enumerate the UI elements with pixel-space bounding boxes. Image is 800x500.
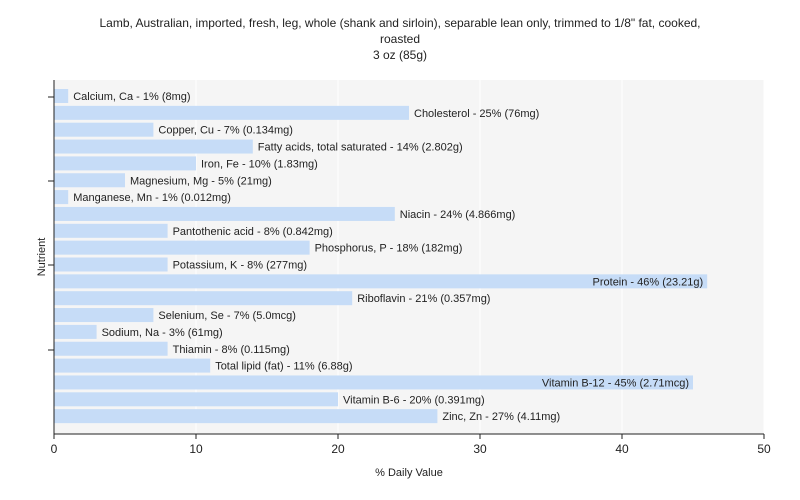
bar bbox=[54, 358, 211, 373]
bar-labels: Calcium, Ca - 1% (8mg) Cholesterol - 25% … bbox=[73, 91, 703, 423]
bar bbox=[54, 156, 196, 171]
bar-label: Phosphorus, P - 18% (182mg) bbox=[315, 243, 463, 255]
bar bbox=[54, 223, 168, 238]
bar bbox=[54, 375, 693, 390]
bar bbox=[54, 240, 310, 255]
chart-title: Lamb, Australian, imported, fresh, leg, … bbox=[0, 15, 800, 63]
bar-label: Cholesterol - 25% (76mg) bbox=[414, 108, 539, 120]
bar bbox=[54, 409, 438, 424]
x-tick-label: 50 bbox=[757, 442, 771, 456]
x-tick-label: 40 bbox=[615, 442, 629, 456]
bar bbox=[54, 324, 97, 339]
bar-label: Sodium, Na - 3% (61mg) bbox=[102, 327, 223, 339]
bar-label: Fatty acids, total saturated - 14% (2.80… bbox=[258, 142, 463, 154]
bar-label: Calcium, Ca - 1% (8mg) bbox=[73, 91, 190, 103]
bar bbox=[54, 89, 69, 103]
chart-title-line: Lamb, Australian, imported, fresh, leg, … bbox=[99, 16, 701, 30]
bar-label: Thiamin - 8% (0.115mg) bbox=[173, 344, 290, 356]
bar bbox=[54, 291, 353, 306]
x-tick-label: 20 bbox=[331, 442, 345, 456]
bars bbox=[54, 89, 708, 424]
bar bbox=[54, 341, 168, 356]
bar-label: Riboflavin - 21% (0.357mg) bbox=[357, 293, 490, 305]
y-axis-title: Nutrient bbox=[36, 238, 48, 277]
bar-label: Pantothenic acid - 8% (0.842mg) bbox=[173, 226, 333, 238]
bar bbox=[54, 257, 168, 272]
x-tick-label: 10 bbox=[189, 442, 203, 456]
y-axis-ticks bbox=[48, 96, 54, 351]
plot-background bbox=[54, 80, 764, 434]
bar-label: Iron, Fe - 10% (1.83mg) bbox=[201, 158, 318, 170]
bar bbox=[54, 173, 125, 188]
bar-label: Protein - 46% (23.21g) bbox=[593, 276, 704, 288]
bar-label: Copper, Cu - 7% (0.134mg) bbox=[158, 125, 293, 137]
bar bbox=[54, 206, 395, 221]
bar-label: Vitamin B-12 - 45% (2.71mcg) bbox=[542, 377, 689, 389]
x-tick-label: 30 bbox=[473, 442, 487, 456]
bar bbox=[54, 190, 69, 205]
bar bbox=[54, 105, 409, 120]
x-tick-label: 0 bbox=[51, 442, 58, 456]
bar-label: Vitamin B-6 - 20% (0.391mg) bbox=[343, 394, 485, 406]
bar bbox=[54, 139, 253, 154]
bar-label: Total lipid (fat) - 11% (6.88g) bbox=[215, 361, 352, 373]
bar bbox=[54, 274, 708, 289]
chart-subtitle: 3 oz (85g) bbox=[372, 48, 428, 62]
bar bbox=[54, 122, 154, 137]
bar-label: Zinc, Zn - 27% (4.11mg) bbox=[442, 411, 560, 423]
bar-label: Magnesium, Mg - 5% (21mg) bbox=[130, 175, 272, 187]
bar bbox=[54, 308, 154, 323]
grid-lines bbox=[195, 80, 765, 434]
chart-title-line: roasted bbox=[379, 32, 421, 46]
bar-label: Manganese, Mn - 1% (0.012mg) bbox=[73, 192, 231, 204]
x-axis-ticks: 0 10 20 30 40 50 bbox=[51, 434, 771, 456]
bar-label: Niacin - 24% (4.866mg) bbox=[400, 209, 516, 221]
bar-label: Potassium, K - 8% (277mg) bbox=[173, 260, 308, 272]
x-axis-title: % Daily Value bbox=[375, 467, 443, 479]
bar-label: Selenium, Se - 7% (5.0mcg) bbox=[158, 310, 296, 322]
bar bbox=[54, 392, 338, 407]
